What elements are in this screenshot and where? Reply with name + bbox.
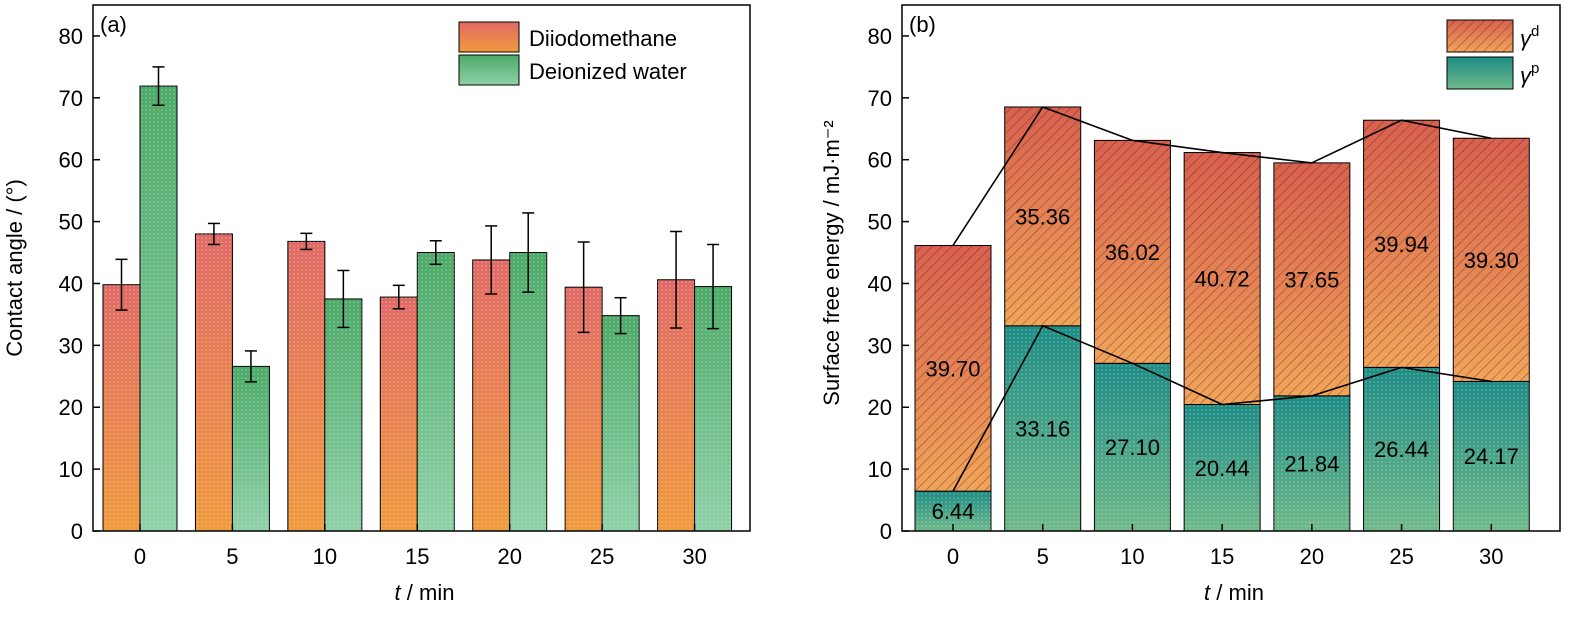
- panel-a-y-tick-label: 30: [59, 333, 83, 358]
- panel-b-label-gamma-d: 36.02: [1105, 240, 1160, 265]
- panel-a-bar-texture: [140, 86, 177, 531]
- panel-b-label-gamma-d: 39.30: [1464, 248, 1519, 273]
- panel-b-legend: γd γp: [1447, 20, 1539, 89]
- panel-a-x-axis-label: t / min: [395, 580, 455, 605]
- panel-a-x-tick-label: 25: [590, 544, 614, 569]
- panel-b-legend-item: γp: [1447, 57, 1539, 89]
- panel-a-y-tick-label: 60: [59, 148, 83, 173]
- panel-a-legend-label: Deionized water: [529, 59, 687, 84]
- panel-a-x-tick-label: 10: [313, 544, 337, 569]
- panel-a-bar-texture: [602, 316, 639, 531]
- panel-a-x-tick-label: 15: [405, 544, 429, 569]
- panel-a-y-tick-label: 10: [59, 457, 83, 482]
- panel-b-label-gamma-p: 24.17: [1464, 444, 1519, 469]
- panel-a-y-tick-label: 50: [59, 210, 83, 235]
- panel-a-x-tick-label: 5: [226, 544, 238, 569]
- panel-b-x-tick-label: 15: [1210, 544, 1234, 569]
- panel-a-legend-swatch: [459, 22, 519, 52]
- panel-b-label-gamma-d: 39.70: [925, 356, 980, 381]
- figure: 01020304050607080 0 5 10 15 20 25 30 (a) Conta…: [0, 0, 1590, 617]
- panel-a-legend-swatch: [459, 55, 519, 85]
- panel-a-bar-texture: [103, 285, 140, 531]
- panel-a-bar-texture: [325, 299, 362, 531]
- panel-a-bar-texture: [232, 366, 269, 531]
- panel-a-x-axis-label-unit: / min: [401, 580, 455, 605]
- panel-b-legend-label: γp: [1520, 60, 1539, 88]
- panel-b-label-gamma-d: 39.94: [1374, 232, 1429, 257]
- panel-a-legend-item: Diiodomethane: [459, 22, 677, 52]
- panel-a-legend-label: Diiodomethane: [529, 26, 677, 51]
- panel-a-bar-texture: [195, 234, 232, 531]
- panel-b-label-gamma-d: 35.36: [1015, 204, 1070, 229]
- panel-b-x-tick-label: 5: [1037, 544, 1049, 569]
- panel-b-surface-energy-chart: 6.44 39.70 33.16 35.36 27.10 36.02 20.44 40.72 2…: [819, 5, 1560, 605]
- panel-b-x-axis-label: t / min: [1204, 580, 1264, 605]
- panel-b-y-tick-label: 0: [880, 519, 892, 544]
- panel-b-label-gamma-p: 27.10: [1105, 435, 1160, 460]
- panel-b-label-gamma-d: 37.65: [1284, 267, 1339, 292]
- panel-a-bar-texture: [380, 297, 417, 531]
- panel-a-bar-texture: [473, 260, 510, 531]
- panel-a-y-tick-label: 40: [59, 271, 83, 296]
- panel-a-y-axis: 0 10 20 30 40 50 60 70 80: [59, 24, 100, 544]
- panel-b-label-gamma-p: 33.16: [1015, 416, 1070, 441]
- panel-a-bar-texture: [288, 241, 325, 531]
- panel-b-legend-label: γd: [1520, 23, 1539, 51]
- panel-b-y-tick-label: 40: [868, 271, 892, 296]
- panel-b-legend-swatch: [1447, 57, 1513, 89]
- panel-b-label-gamma-p: 26.44: [1374, 437, 1429, 462]
- panel-a-y-axis-label: Contact angle / (°): [2, 179, 27, 357]
- panel-b-x-tick-label: 10: [1120, 544, 1144, 569]
- panel-b-label-gamma-p: 21.84: [1284, 451, 1339, 476]
- panel-b-x-tick-label: 20: [1300, 544, 1324, 569]
- panel-a-legend-item: Deionized water: [459, 55, 687, 85]
- panel-b-y-tick-label: 30: [868, 333, 892, 358]
- panel-b-y-tick-label: 60: [868, 148, 892, 173]
- panel-b-label-gamma-p: 20.44: [1195, 456, 1250, 481]
- panel-b-x-tick-label: 30: [1479, 544, 1503, 569]
- panel-b-y-axis-label: Surface free energy / mJ·m⁻²: [819, 120, 844, 405]
- panel-b-label-gamma-d: 40.72: [1195, 267, 1250, 292]
- panel-a-bar-texture: [510, 253, 547, 531]
- panel-a-legend: Diiodomethane Deionized water: [459, 22, 687, 85]
- panel-b-legend-hatch: [1447, 20, 1513, 52]
- panel-b-y-axis: 0 10 20 30 40 50 60 70 80: [868, 24, 909, 544]
- panel-a-x-tick-label: 20: [497, 544, 521, 569]
- panel-b-legend-item: γd: [1447, 20, 1539, 52]
- panel-a-x-tick-label: 30: [682, 544, 706, 569]
- panel-b-label: (b): [909, 12, 936, 37]
- panel-b-y-tick-label: 10: [868, 457, 892, 482]
- panel-a-y-tick-label: 20: [59, 395, 83, 420]
- panel-a-y-tick-label: 70: [59, 86, 83, 111]
- panel-b-x-axis-label-unit: / min: [1210, 580, 1264, 605]
- panel-a-y-tick-label: 80: [59, 24, 83, 49]
- panel-b-y-tick-label: 50: [868, 210, 892, 235]
- panel-b-y-tick-label: 80: [868, 24, 892, 49]
- panel-b-label-gamma-p: 6.44: [932, 499, 975, 524]
- panel-a-x-tick-label: 0: [134, 544, 146, 569]
- panel-b-x-tick-label: 25: [1389, 544, 1413, 569]
- panel-a-contact-angle-chart: 0 10 20 30 40 50 60 70 80 0 5 10 15 20 25 30 (a) Conta…: [2, 5, 750, 605]
- panel-b-y-tick-label: 70: [868, 86, 892, 111]
- panel-a-bar-texture: [417, 253, 454, 531]
- panel-a-y-tick-label: 0: [71, 519, 83, 544]
- panel-b-y-tick-label: 20: [868, 395, 892, 420]
- panel-b-x-tick-label: 0: [947, 544, 959, 569]
- panel-a-label: (a): [100, 12, 127, 37]
- panel-a-bars: [103, 86, 732, 531]
